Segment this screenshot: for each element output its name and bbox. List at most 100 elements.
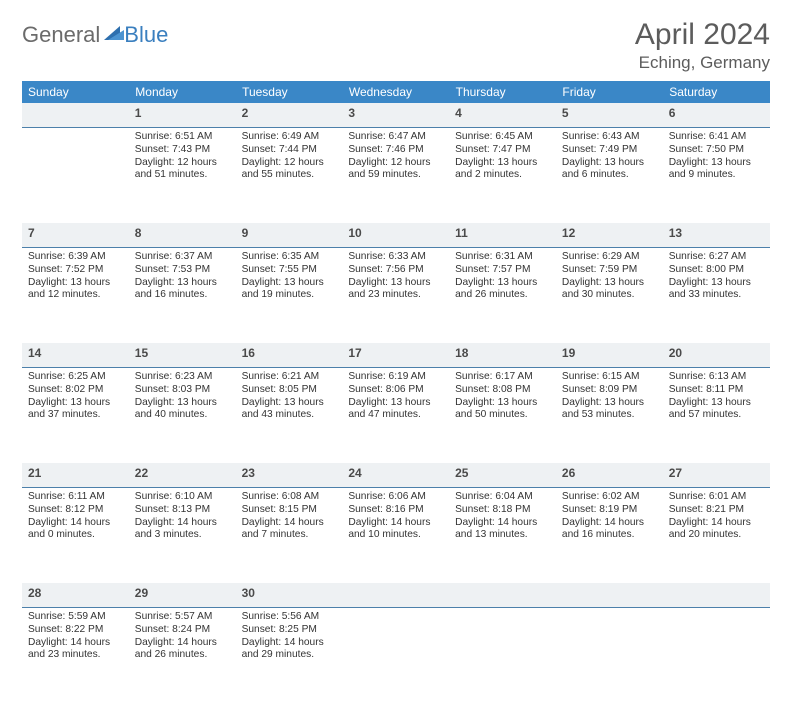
- sunrise-line: Sunrise: 6:25 AM: [28, 371, 123, 384]
- day-number-cell: 6: [663, 103, 770, 128]
- daylight-line: Daylight: 13 hours and 19 minutes.: [242, 277, 337, 303]
- day-content-cell: Sunrise: 6:10 AMSunset: 8:13 PMDaylight:…: [129, 488, 236, 584]
- day-number-cell: 23: [236, 463, 343, 488]
- day-content-cell: Sunrise: 6:45 AMSunset: 7:47 PMDaylight:…: [449, 128, 556, 224]
- day-content-cell: Sunrise: 6:49 AMSunset: 7:44 PMDaylight:…: [236, 128, 343, 224]
- day-number-cell: [342, 583, 449, 608]
- sunrise-line: Sunrise: 6:47 AM: [348, 131, 443, 144]
- daylight-line: Daylight: 13 hours and 30 minutes.: [562, 277, 657, 303]
- day-content-cell: [663, 608, 770, 704]
- daylight-line: Daylight: 13 hours and 23 minutes.: [348, 277, 443, 303]
- brand-mark-icon: [104, 22, 124, 42]
- day-content-cell: Sunrise: 6:01 AMSunset: 8:21 PMDaylight:…: [663, 488, 770, 584]
- sunrise-line: Sunrise: 6:21 AM: [242, 371, 337, 384]
- daylight-line: Daylight: 13 hours and 43 minutes.: [242, 397, 337, 423]
- sunset-line: Sunset: 8:15 PM: [242, 504, 337, 517]
- day-content-cell: Sunrise: 5:56 AMSunset: 8:25 PMDaylight:…: [236, 608, 343, 704]
- day-content-row: Sunrise: 5:59 AMSunset: 8:22 PMDaylight:…: [22, 608, 770, 704]
- day-number-cell: 10: [342, 223, 449, 248]
- day-content-cell: Sunrise: 6:31 AMSunset: 7:57 PMDaylight:…: [449, 248, 556, 344]
- day-content-cell: Sunrise: 6:11 AMSunset: 8:12 PMDaylight:…: [22, 488, 129, 584]
- sunset-line: Sunset: 8:02 PM: [28, 384, 123, 397]
- sunset-line: Sunset: 7:47 PM: [455, 144, 550, 157]
- day-content-cell: Sunrise: 6:23 AMSunset: 8:03 PMDaylight:…: [129, 368, 236, 464]
- sunrise-line: Sunrise: 6:10 AM: [135, 491, 230, 504]
- brand-logo: General Blue: [22, 22, 168, 48]
- sunrise-line: Sunrise: 6:02 AM: [562, 491, 657, 504]
- daylight-line: Daylight: 13 hours and 2 minutes.: [455, 157, 550, 183]
- daylight-line: Daylight: 13 hours and 53 minutes.: [562, 397, 657, 423]
- day-content-cell: [342, 608, 449, 704]
- sunset-line: Sunset: 7:55 PM: [242, 264, 337, 277]
- day-content-cell: Sunrise: 5:57 AMSunset: 8:24 PMDaylight:…: [129, 608, 236, 704]
- daylight-line: Daylight: 13 hours and 47 minutes.: [348, 397, 443, 423]
- day-header: Sunday: [22, 81, 129, 103]
- sunrise-line: Sunrise: 6:43 AM: [562, 131, 657, 144]
- day-content-cell: Sunrise: 6:08 AMSunset: 8:15 PMDaylight:…: [236, 488, 343, 584]
- calendar-table: SundayMondayTuesdayWednesdayThursdayFrid…: [22, 81, 770, 703]
- sunset-line: Sunset: 7:43 PM: [135, 144, 230, 157]
- daylight-line: Daylight: 14 hours and 7 minutes.: [242, 517, 337, 543]
- sunrise-line: Sunrise: 6:41 AM: [669, 131, 764, 144]
- daylight-line: Daylight: 14 hours and 20 minutes.: [669, 517, 764, 543]
- day-header: Saturday: [663, 81, 770, 103]
- sunrise-line: Sunrise: 6:49 AM: [242, 131, 337, 144]
- day-content-cell: Sunrise: 5:59 AMSunset: 8:22 PMDaylight:…: [22, 608, 129, 704]
- day-content-cell: Sunrise: 6:43 AMSunset: 7:49 PMDaylight:…: [556, 128, 663, 224]
- sunset-line: Sunset: 8:22 PM: [28, 624, 123, 637]
- sunrise-line: Sunrise: 6:01 AM: [669, 491, 764, 504]
- day-header: Tuesday: [236, 81, 343, 103]
- sunrise-line: Sunrise: 6:17 AM: [455, 371, 550, 384]
- sunrise-line: Sunrise: 6:51 AM: [135, 131, 230, 144]
- day-content-cell: Sunrise: 6:21 AMSunset: 8:05 PMDaylight:…: [236, 368, 343, 464]
- daylight-line: Daylight: 13 hours and 6 minutes.: [562, 157, 657, 183]
- daylight-line: Daylight: 12 hours and 55 minutes.: [242, 157, 337, 183]
- day-number-cell: 29: [129, 583, 236, 608]
- daylight-line: Daylight: 14 hours and 0 minutes.: [28, 517, 123, 543]
- day-header: Friday: [556, 81, 663, 103]
- sunrise-line: Sunrise: 6:35 AM: [242, 251, 337, 264]
- day-content-cell: Sunrise: 6:47 AMSunset: 7:46 PMDaylight:…: [342, 128, 449, 224]
- sunrise-line: Sunrise: 6:11 AM: [28, 491, 123, 504]
- daylight-line: Daylight: 13 hours and 16 minutes.: [135, 277, 230, 303]
- daylight-line: Daylight: 14 hours and 26 minutes.: [135, 637, 230, 663]
- daylight-line: Daylight: 13 hours and 50 minutes.: [455, 397, 550, 423]
- day-number-cell: 11: [449, 223, 556, 248]
- sunset-line: Sunset: 8:13 PM: [135, 504, 230, 517]
- day-content-cell: Sunrise: 6:17 AMSunset: 8:08 PMDaylight:…: [449, 368, 556, 464]
- day-content-cell: [449, 608, 556, 704]
- day-number-cell: 25: [449, 463, 556, 488]
- day-number-cell: 7: [22, 223, 129, 248]
- daylight-line: Daylight: 14 hours and 16 minutes.: [562, 517, 657, 543]
- sunset-line: Sunset: 7:50 PM: [669, 144, 764, 157]
- day-content-cell: Sunrise: 6:19 AMSunset: 8:06 PMDaylight:…: [342, 368, 449, 464]
- day-number-row: 282930: [22, 583, 770, 608]
- brand-text-general: General: [22, 22, 100, 48]
- sunrise-line: Sunrise: 6:08 AM: [242, 491, 337, 504]
- day-number-cell: [663, 583, 770, 608]
- daylight-line: Daylight: 13 hours and 9 minutes.: [669, 157, 764, 183]
- day-content-cell: Sunrise: 6:51 AMSunset: 7:43 PMDaylight:…: [129, 128, 236, 224]
- day-number-row: 123456: [22, 103, 770, 128]
- daylight-line: Daylight: 13 hours and 40 minutes.: [135, 397, 230, 423]
- day-header: Monday: [129, 81, 236, 103]
- sunset-line: Sunset: 8:05 PM: [242, 384, 337, 397]
- sunset-line: Sunset: 8:12 PM: [28, 504, 123, 517]
- sunset-line: Sunset: 8:18 PM: [455, 504, 550, 517]
- day-number-cell: 27: [663, 463, 770, 488]
- day-number-cell: 5: [556, 103, 663, 128]
- day-number-cell: 15: [129, 343, 236, 368]
- daylight-line: Daylight: 14 hours and 10 minutes.: [348, 517, 443, 543]
- day-content-cell: Sunrise: 6:39 AMSunset: 7:52 PMDaylight:…: [22, 248, 129, 344]
- daylight-line: Daylight: 13 hours and 12 minutes.: [28, 277, 123, 303]
- day-number-cell: 12: [556, 223, 663, 248]
- day-content-cell: Sunrise: 6:02 AMSunset: 8:19 PMDaylight:…: [556, 488, 663, 584]
- daylight-line: Daylight: 14 hours and 29 minutes.: [242, 637, 337, 663]
- brand-text-blue: Blue: [124, 22, 168, 48]
- location-label: Eching, Germany: [635, 53, 770, 73]
- day-content-row: Sunrise: 6:25 AMSunset: 8:02 PM Daylight:…: [22, 368, 770, 464]
- sunrise-line: Sunrise: 6:23 AM: [135, 371, 230, 384]
- sunset-line: Sunset: 7:46 PM: [348, 144, 443, 157]
- sunset-line: Sunset: 7:49 PM: [562, 144, 657, 157]
- sunrise-line: Sunrise: 5:57 AM: [135, 611, 230, 624]
